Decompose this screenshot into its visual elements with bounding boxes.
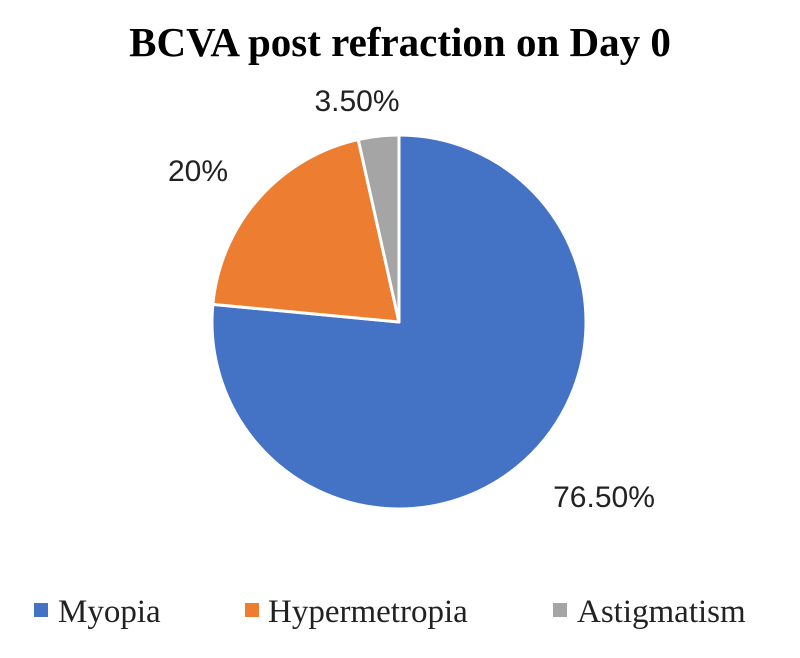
legend-label-hypermetropia: Hypermetropia — [268, 594, 468, 630]
legend-swatch-myopia — [34, 603, 48, 617]
data-label-hypermetropia: 20% — [168, 155, 228, 188]
pie-slices — [210, 133, 588, 511]
legend-item-hypermetropia: Hypermetropia — [245, 594, 468, 630]
legend-item-astigmatism: Astigmatism — [553, 594, 746, 630]
legend-swatch-hypermetropia — [245, 603, 259, 617]
chart-title: BCVA post refraction on Day 0 — [129, 19, 671, 65]
data-label-myopia: 76.50% — [553, 481, 655, 514]
data-labels: 76.50% 20% 3.50% — [168, 85, 655, 514]
legend: Myopia Hypermetropia Astigmatism — [34, 594, 746, 630]
data-label-astigmatism: 3.50% — [314, 85, 399, 118]
legend-item-myopia: Myopia — [34, 594, 161, 630]
pie-slice-hypermetropia — [211, 138, 401, 324]
legend-swatch-astigmatism — [553, 603, 567, 617]
legend-label-astigmatism: Astigmatism — [577, 594, 746, 630]
legend-label-myopia: Myopia — [58, 594, 161, 630]
pie-slice-astigmatism — [356, 133, 401, 324]
